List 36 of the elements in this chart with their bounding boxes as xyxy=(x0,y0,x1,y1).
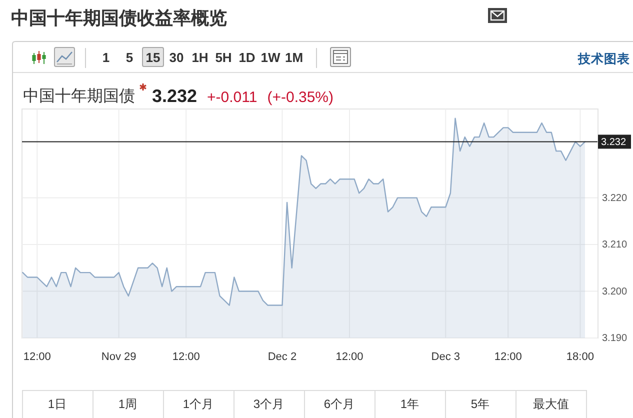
text: 1W xyxy=(260,50,281,65)
x-tick-label: Nov 29 xyxy=(101,350,136,363)
text: (+-0.35%) xyxy=(267,89,334,106)
text: 1个月 xyxy=(182,397,214,411)
text: 5H xyxy=(215,50,232,65)
text: 5 xyxy=(126,50,134,65)
ref-line-label: 3.232 xyxy=(601,137,626,148)
x-tick-label: 12:00 xyxy=(336,350,364,363)
chart-subtitle: 中国十年期国债 xyxy=(23,87,135,105)
x-tick-label: Dec 3 xyxy=(431,350,460,363)
text: 3.232 xyxy=(152,86,198,106)
text: +-0.011 xyxy=(207,89,258,106)
x-tick-label: 12:00 xyxy=(494,350,522,363)
text: 3个月 xyxy=(253,397,284,411)
text: 1日 xyxy=(48,397,67,411)
y-tick-label: 3.200 xyxy=(602,286,628,298)
y-tick-label: 3.220 xyxy=(602,192,628,204)
text: 1 xyxy=(102,50,110,65)
text: 最大值 xyxy=(532,397,569,411)
text: 6个月 xyxy=(324,397,355,411)
text: 5年 xyxy=(470,397,490,411)
chart-title: 中国十年期国债收益率概览 xyxy=(11,8,227,28)
text: 技术图表 xyxy=(577,52,630,66)
text: 1年 xyxy=(400,397,420,411)
text: 15 xyxy=(146,50,160,65)
text: 30 xyxy=(169,50,184,65)
text: 1D xyxy=(238,50,256,65)
y-tick-label: 3.190 xyxy=(602,333,628,344)
x-tick-label: 18:00 xyxy=(566,350,594,363)
x-tick-label: 12:00 xyxy=(172,350,200,363)
y-tick-label: 3.210 xyxy=(602,240,628,251)
text: 1M xyxy=(284,50,304,65)
x-tick-label: 12:00 xyxy=(23,350,51,363)
text: 1H xyxy=(192,50,208,65)
x-tick-label: Dec 2 xyxy=(268,350,297,363)
text: 1周 xyxy=(118,397,138,411)
